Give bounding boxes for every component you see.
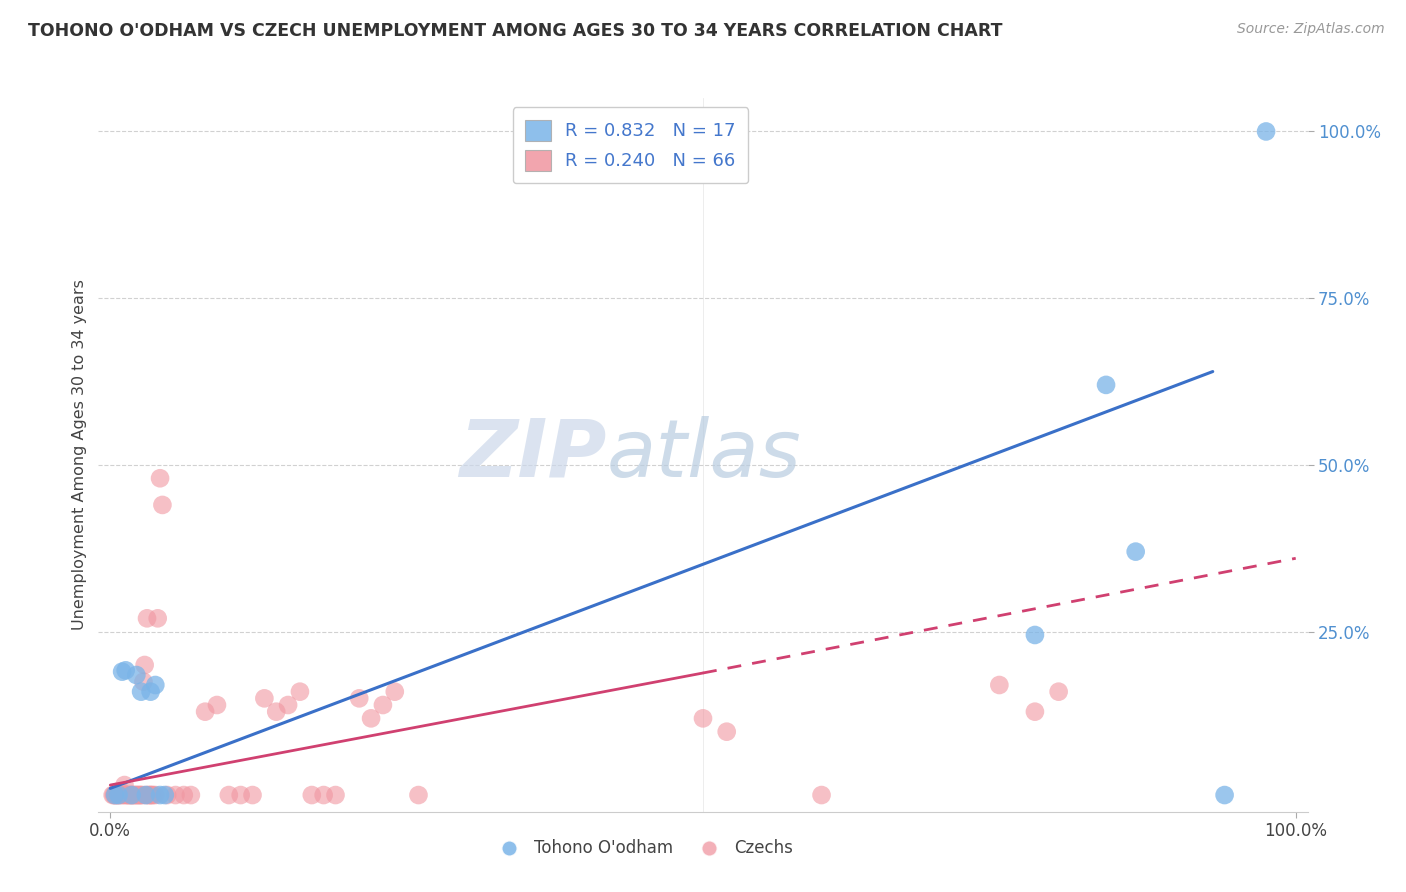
Text: ZIP: ZIP bbox=[458, 416, 606, 494]
Text: TOHONO O'ODHAM VS CZECH UNEMPLOYMENT AMONG AGES 30 TO 34 YEARS CORRELATION CHART: TOHONO O'ODHAM VS CZECH UNEMPLOYMENT AMO… bbox=[28, 22, 1002, 40]
Point bbox=[153, 788, 176, 802]
Point bbox=[129, 788, 152, 802]
Point bbox=[325, 788, 347, 802]
Point bbox=[242, 788, 264, 802]
Point bbox=[131, 788, 153, 802]
Point bbox=[114, 778, 136, 792]
Point bbox=[139, 684, 162, 698]
Point bbox=[288, 684, 311, 698]
Point bbox=[156, 788, 179, 802]
Point bbox=[138, 788, 160, 802]
Point bbox=[142, 788, 165, 802]
Point bbox=[122, 788, 145, 802]
Point bbox=[1213, 788, 1236, 802]
Point bbox=[1024, 705, 1046, 719]
Point bbox=[129, 684, 152, 698]
Point bbox=[114, 788, 136, 802]
Point bbox=[103, 788, 125, 802]
Point bbox=[149, 788, 172, 802]
Point bbox=[136, 611, 159, 625]
Point bbox=[194, 705, 217, 719]
Point bbox=[135, 788, 157, 802]
Point bbox=[152, 498, 174, 512]
Point bbox=[121, 788, 143, 802]
Point bbox=[312, 788, 335, 802]
Point bbox=[111, 665, 134, 679]
Point bbox=[134, 658, 156, 673]
Point bbox=[115, 788, 138, 802]
Point bbox=[108, 788, 131, 802]
Legend: Tohono O'odham, Czechs: Tohono O'odham, Czechs bbox=[485, 833, 800, 864]
Point bbox=[810, 788, 832, 802]
Point bbox=[107, 788, 129, 802]
Point bbox=[135, 788, 157, 802]
Point bbox=[124, 788, 146, 802]
Point bbox=[117, 788, 139, 802]
Point bbox=[139, 788, 162, 802]
Point bbox=[121, 788, 143, 802]
Point bbox=[180, 788, 202, 802]
Point bbox=[112, 788, 135, 802]
Point bbox=[105, 788, 128, 802]
Point bbox=[132, 674, 155, 689]
Point bbox=[121, 788, 143, 802]
Y-axis label: Unemployment Among Ages 30 to 34 years: Unemployment Among Ages 30 to 34 years bbox=[72, 279, 87, 631]
Point bbox=[692, 711, 714, 725]
Point bbox=[218, 788, 240, 802]
Point bbox=[143, 788, 166, 802]
Point bbox=[229, 788, 252, 802]
Point bbox=[136, 788, 159, 802]
Point bbox=[125, 788, 148, 802]
Point bbox=[141, 788, 163, 802]
Point bbox=[129, 788, 152, 802]
Point bbox=[1125, 544, 1147, 558]
Point bbox=[988, 678, 1011, 692]
Point bbox=[101, 788, 124, 802]
Point bbox=[120, 788, 142, 802]
Point bbox=[384, 684, 406, 698]
Point bbox=[1254, 124, 1277, 138]
Point bbox=[1047, 684, 1070, 698]
Point bbox=[105, 788, 128, 802]
Point bbox=[107, 788, 129, 802]
Point bbox=[205, 698, 228, 712]
Point bbox=[127, 788, 149, 802]
Point bbox=[143, 678, 166, 692]
Text: Source: ZipAtlas.com: Source: ZipAtlas.com bbox=[1237, 22, 1385, 37]
Point bbox=[118, 788, 141, 802]
Point bbox=[301, 788, 323, 802]
Point bbox=[347, 691, 370, 706]
Point bbox=[125, 668, 148, 682]
Point bbox=[1024, 628, 1046, 642]
Point bbox=[104, 788, 127, 802]
Point bbox=[360, 711, 382, 725]
Point bbox=[277, 698, 299, 712]
Point bbox=[408, 788, 430, 802]
Point bbox=[128, 788, 150, 802]
Point bbox=[111, 788, 134, 802]
Point bbox=[114, 663, 136, 677]
Point bbox=[253, 691, 276, 706]
Text: atlas: atlas bbox=[606, 416, 801, 494]
Point bbox=[146, 611, 169, 625]
Point bbox=[371, 698, 394, 712]
Point bbox=[149, 471, 172, 485]
Point bbox=[716, 724, 738, 739]
Point bbox=[173, 788, 195, 802]
Point bbox=[165, 788, 187, 802]
Point bbox=[1095, 377, 1118, 392]
Point bbox=[110, 785, 132, 799]
Point bbox=[264, 705, 287, 719]
Point bbox=[104, 788, 127, 802]
